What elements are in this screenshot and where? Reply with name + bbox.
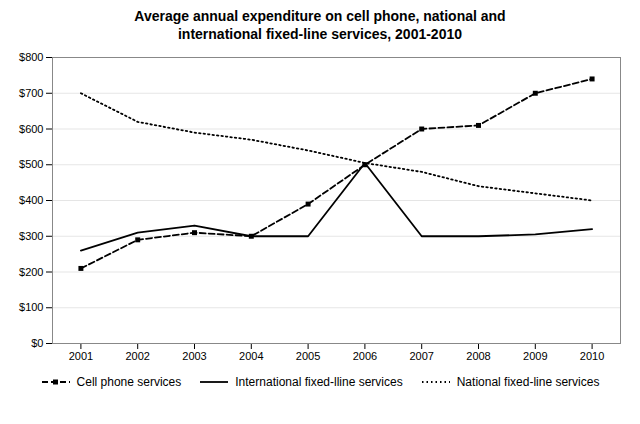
svg-text:2007: 2007 bbox=[409, 350, 433, 362]
svg-text:$700: $700 bbox=[19, 87, 43, 99]
svg-text:$0: $0 bbox=[31, 337, 43, 349]
svg-text:2004: 2004 bbox=[239, 350, 263, 362]
svg-text:$100: $100 bbox=[19, 301, 43, 313]
svg-text:$200: $200 bbox=[19, 266, 43, 278]
svg-text:2010: 2010 bbox=[580, 350, 604, 362]
svg-text:2006: 2006 bbox=[353, 350, 377, 362]
svg-text:2009: 2009 bbox=[523, 350, 547, 362]
svg-text:$600: $600 bbox=[19, 123, 43, 135]
svg-text:2005: 2005 bbox=[296, 350, 320, 362]
html-text:National fixed-line services: National fixed-line services bbox=[456, 375, 600, 389]
svg-text:$300: $300 bbox=[19, 230, 43, 242]
svg-text:2001: 2001 bbox=[69, 350, 93, 362]
svg-text:2002: 2002 bbox=[125, 350, 149, 362]
html-text:International fixed-lline serv: International fixed-lline services bbox=[235, 375, 403, 389]
svg-text:2008: 2008 bbox=[466, 350, 490, 362]
svg-text:$500: $500 bbox=[19, 158, 43, 170]
html-text:Average annual expenditure on: Average annual expenditure on cell phone… bbox=[134, 8, 506, 42]
html-text:Cell phone services: Cell phone services bbox=[76, 375, 182, 389]
svg-text:$400: $400 bbox=[19, 194, 43, 206]
svg-text:$800: $800 bbox=[19, 51, 43, 63]
svg-text:2003: 2003 bbox=[182, 350, 206, 362]
